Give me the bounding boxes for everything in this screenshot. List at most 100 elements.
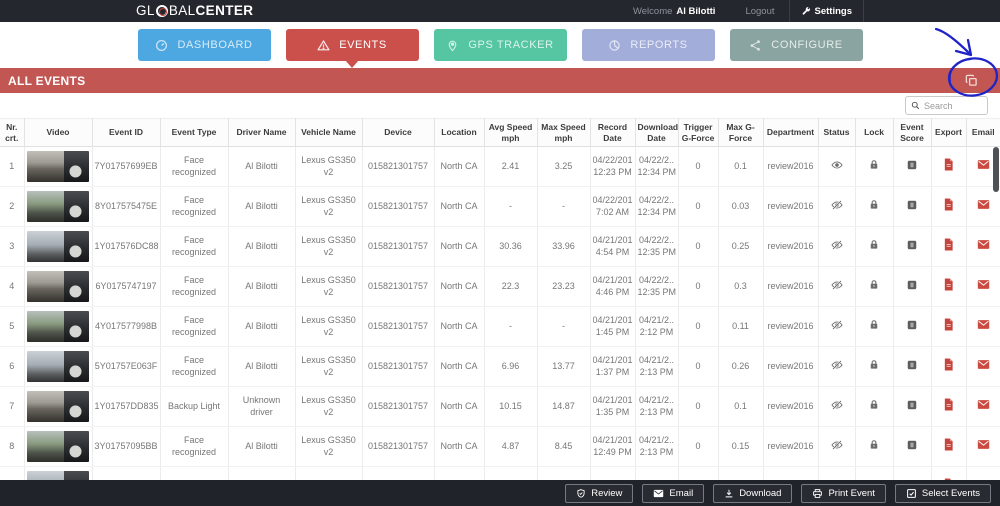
video-thumbnail[interactable] [27, 471, 89, 480]
review-button[interactable]: Review [565, 483, 634, 503]
status-cell[interactable] [818, 426, 856, 468]
event-score-cell[interactable] [893, 466, 932, 480]
envelope-icon[interactable] [977, 199, 990, 210]
event-score-cell[interactable] [893, 386, 932, 428]
search-input[interactable] [924, 100, 982, 111]
eye-slash-icon[interactable] [830, 279, 844, 291]
tab-events[interactable]: EVENTS [285, 29, 419, 68]
lock-icon[interactable] [868, 438, 880, 451]
pdf-file-icon[interactable] [943, 438, 954, 451]
pdf-file-icon[interactable] [943, 318, 954, 331]
lock-cell[interactable] [855, 266, 894, 308]
pdf-file-icon[interactable] [943, 358, 954, 371]
print-event-button[interactable]: Print Event [801, 483, 886, 503]
email-cell[interactable] [966, 386, 1000, 428]
video-thumbnail[interactable] [27, 191, 89, 223]
score-box-icon[interactable] [906, 279, 918, 291]
export-cell[interactable] [931, 346, 967, 388]
search-box[interactable] [905, 96, 988, 115]
tab-gps-tracker[interactable]: GPS TRACKER [433, 29, 567, 61]
video-thumbnail[interactable] [27, 431, 89, 463]
pdf-file-icon[interactable] [943, 238, 954, 251]
event-score-cell[interactable] [893, 146, 932, 188]
settings-button[interactable]: Settings [788, 0, 864, 22]
logout-link[interactable]: Logout [745, 5, 775, 17]
lock-icon[interactable] [868, 318, 880, 331]
eye-slash-icon[interactable] [830, 239, 844, 251]
status-cell[interactable] [818, 266, 856, 308]
email-cell[interactable] [966, 266, 1000, 308]
lock-icon[interactable] [868, 358, 880, 371]
envelope-icon[interactable] [977, 159, 990, 170]
score-box-icon[interactable] [906, 319, 918, 331]
pdf-file-icon[interactable] [943, 198, 954, 211]
email-cell[interactable] [966, 306, 1000, 348]
export-cell[interactable] [931, 426, 967, 468]
envelope-icon[interactable] [977, 359, 990, 370]
lock-icon[interactable] [868, 398, 880, 411]
email-cell[interactable] [966, 186, 1000, 228]
email-cell[interactable] [966, 426, 1000, 468]
table-scrollbar[interactable] [993, 147, 999, 192]
status-cell[interactable] [818, 346, 856, 388]
video-thumbnail[interactable] [27, 391, 89, 423]
lock-icon[interactable] [868, 278, 880, 291]
video-thumbnail[interactable] [27, 311, 89, 343]
lock-icon[interactable] [868, 198, 880, 211]
lock-cell[interactable] [855, 146, 894, 188]
event-score-cell[interactable] [893, 426, 932, 468]
event-score-cell[interactable] [893, 186, 932, 228]
score-box-icon[interactable] [906, 439, 918, 451]
lock-cell[interactable] [855, 426, 894, 468]
video-thumbnail[interactable] [27, 271, 89, 303]
envelope-icon[interactable] [977, 279, 990, 290]
score-box-icon[interactable] [906, 359, 918, 371]
score-box-icon[interactable] [906, 399, 918, 411]
status-cell[interactable] [818, 186, 856, 228]
status-cell[interactable] [818, 466, 856, 480]
event-score-cell[interactable] [893, 266, 932, 308]
video-thumbnail[interactable] [27, 231, 89, 263]
export-cell[interactable] [931, 186, 967, 228]
tab-dashboard[interactable]: DASHBOARD [137, 29, 271, 61]
download-button[interactable]: Download [713, 483, 793, 503]
email-button[interactable]: Email [642, 483, 705, 503]
lock-cell[interactable] [855, 226, 894, 268]
envelope-icon[interactable] [977, 399, 990, 410]
pdf-file-icon[interactable] [943, 278, 954, 291]
eye-slash-icon[interactable] [830, 359, 844, 371]
lock-cell[interactable] [855, 466, 894, 480]
envelope-icon[interactable] [977, 439, 990, 450]
envelope-icon[interactable] [977, 239, 990, 250]
status-cell[interactable] [818, 306, 856, 348]
export-cell[interactable] [931, 266, 967, 308]
status-cell[interactable] [818, 386, 856, 428]
email-cell[interactable] [966, 466, 1000, 480]
eye-slash-icon[interactable] [830, 319, 844, 331]
event-score-cell[interactable] [893, 226, 932, 268]
export-copy-icon[interactable] [965, 74, 978, 87]
score-box-icon[interactable] [906, 159, 918, 171]
eye-slash-icon[interactable] [830, 199, 844, 211]
export-cell[interactable] [931, 226, 967, 268]
score-box-icon[interactable] [906, 239, 918, 251]
eye-slash-icon[interactable] [830, 439, 844, 451]
video-thumbnail[interactable] [27, 351, 89, 383]
event-score-cell[interactable] [893, 306, 932, 348]
video-thumbnail[interactable] [27, 151, 89, 183]
score-box-icon[interactable] [906, 199, 918, 211]
pdf-file-icon[interactable] [943, 398, 954, 411]
lock-cell[interactable] [855, 346, 894, 388]
eye-slash-icon[interactable] [830, 399, 844, 411]
export-cell[interactable] [931, 306, 967, 348]
envelope-icon[interactable] [977, 319, 990, 330]
export-cell[interactable] [931, 146, 967, 188]
lock-icon[interactable] [868, 238, 880, 251]
status-cell[interactable] [818, 146, 856, 188]
lock-icon[interactable] [868, 158, 880, 171]
email-cell[interactable] [966, 346, 1000, 388]
tab-configure[interactable]: CONFIGURE [729, 29, 863, 61]
lock-cell[interactable] [855, 186, 894, 228]
pdf-file-icon[interactable] [943, 478, 954, 480]
select-events-button[interactable]: Select Events [894, 483, 991, 503]
